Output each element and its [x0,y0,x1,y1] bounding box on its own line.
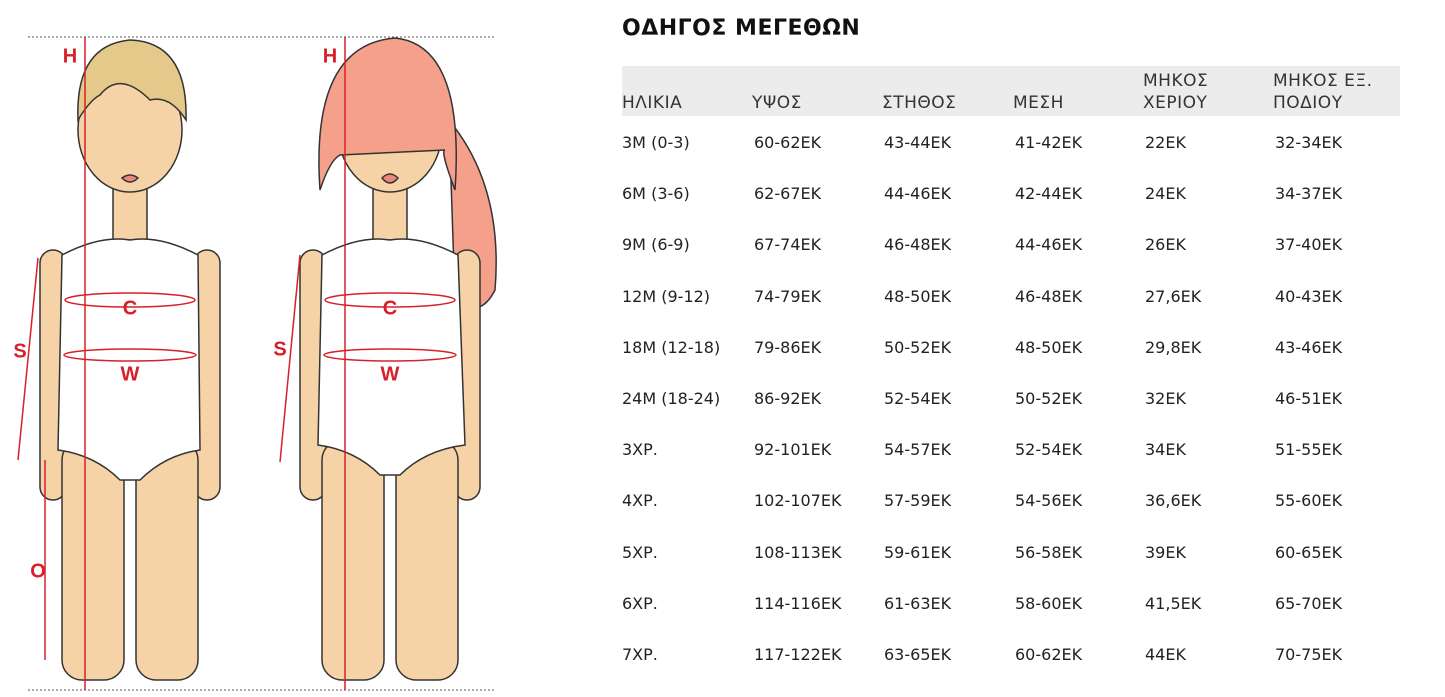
table-cell: 92-101ΕΚ [754,440,832,460]
table-cell: 56-58ΕΚ [1015,542,1083,562]
table-cell: 7ΧΡ. [622,645,658,664]
table-cell: 26ΕΚ [1145,235,1186,255]
table-cell: 50-52ΕΚ [1015,389,1083,408]
table-cell: 67-74ΕΚ [754,235,822,255]
table-cell: 46-51ΕΚ [1275,389,1343,408]
table-cell: 70-75ΕΚ [1275,645,1343,664]
table-cell: 114-116ΕΚ [754,593,842,613]
header-bar [622,66,1400,116]
table-cell: 50-52ΕΚ [884,337,952,357]
table-cell: 52-54ΕΚ [1015,440,1083,460]
table-cell: 55-60ΕΚ [1275,491,1343,511]
table-cell: 63-65ΕΚ [884,645,952,664]
table-cell: 65-70ΕΚ [1275,593,1343,613]
table-cell: 27,6ΕΚ [1145,286,1202,306]
measure-label: C [123,297,137,319]
table-cell: 43-46ΕΚ [1275,337,1343,357]
measure-label: C [383,297,397,319]
measure-label: S [13,340,26,362]
girl-figure [299,37,497,690]
size-illustration: H C W S O H C W S [13,36,497,691]
table-cell: 42-44ΕΚ [1015,184,1083,204]
column-header: ΜΗΚΟΣ ΧΕΡΙΟΥ [1143,71,1209,113]
table-cell: 3ΧΡ. [622,440,658,460]
table-cell: 44ΕΚ [1145,645,1186,664]
table-cell: 52-54ΕΚ [884,389,952,408]
table-cell: 60-62ΕΚ [754,133,822,152]
measure-label: H [63,45,77,67]
measure-label: W [381,363,400,385]
table-cell: 41,5ΕΚ [1145,593,1202,613]
table-cell: 60-65ΕΚ [1275,542,1343,562]
table-cell: 32-34ΕΚ [1275,133,1343,152]
table-cell: 29,8ΕΚ [1145,337,1202,357]
table-title: ΟΔΗΓΟΣ ΜΕΓΕΘΩΝ [622,16,861,41]
guide-lines [28,36,495,691]
measure-labels: H C W S O H C W S [13,45,399,582]
table-cell: 24M (18-24) [622,389,721,408]
table-cell: 44-46ΕΚ [1015,235,1083,255]
table-cell: 48-50ΕΚ [1015,337,1083,357]
table-cell: 37-40ΕΚ [1275,235,1343,255]
measure-label: O [30,560,46,582]
table-cell: 46-48ΕΚ [1015,286,1083,306]
table-cell: 117-122ΕΚ [754,645,842,664]
table-cell: 86-92ΕΚ [754,389,822,408]
table-cell: 34-37ΕΚ [1275,184,1343,204]
table-cell: 108-113ΕΚ [754,542,842,562]
table-cell: 57-59ΕΚ [884,491,952,511]
column-header: ΥΨΟΣ [752,93,802,113]
table-cell: 18M (12-18) [622,337,721,357]
measure-label: S [273,338,286,360]
column-header: ΜΗΚΟΣ ΕΞ. ΠΟΔΙΟΥ [1273,71,1373,113]
table-cell: 48-50ΕΚ [884,286,952,306]
measure-lines [17,254,457,660]
boy-figure [39,37,221,690]
table-cell: 58-60ΕΚ [1015,593,1083,613]
table-cell: 9M (6-9) [622,235,690,255]
table-cell: 41-42ΕΚ [1015,133,1083,152]
table-cell: 6ΧΡ. [622,593,658,613]
table-cell: 24ΕΚ [1145,184,1186,204]
column-header: ΗΛΙΚΙΑ [622,93,683,113]
table-cell: 34ΕΚ [1145,440,1186,460]
table-cell: 62-67ΕΚ [754,184,822,204]
table-cell: 74-79ΕΚ [754,286,822,306]
column-header: ΣΤΗΘΟΣ [882,93,957,113]
table-cell: 6M (3-6) [622,184,690,204]
table-cell: 54-56ΕΚ [1015,491,1083,511]
table-cell: 51-55ΕΚ [1275,440,1343,460]
table-cell: 102-107ΕΚ [754,491,842,511]
table-cell: 59-61ΕΚ [884,542,952,562]
table-cell: 61-63ΕΚ [884,593,952,613]
measure-label: W [121,363,140,385]
table-cell: 60-62ΕΚ [1015,645,1083,664]
table-cell: 12M (9-12) [622,286,711,306]
measure-label: H [323,45,337,67]
table-cell: 22ΕΚ [1145,133,1186,152]
table-cell: 40-43ΕΚ [1275,286,1343,306]
table-cell: 32ΕΚ [1145,389,1186,408]
table-cell: 46-48ΕΚ [884,235,952,255]
table-cell: 54-57ΕΚ [884,440,952,460]
column-header: ΜΕΣΗ [1013,93,1064,113]
table-cell: 43-44ΕΚ [884,133,952,152]
table-cell: 4ΧΡ. [622,491,658,511]
table-cell: 79-86ΕΚ [754,337,822,357]
table-cell: 36,6ΕΚ [1145,491,1202,511]
table-cell: 5ΧΡ. [622,542,658,562]
table-cell: 39ΕΚ [1145,542,1186,562]
table-cell: 3M (0-3) [622,133,690,152]
table-cell: 44-46ΕΚ [884,184,952,204]
